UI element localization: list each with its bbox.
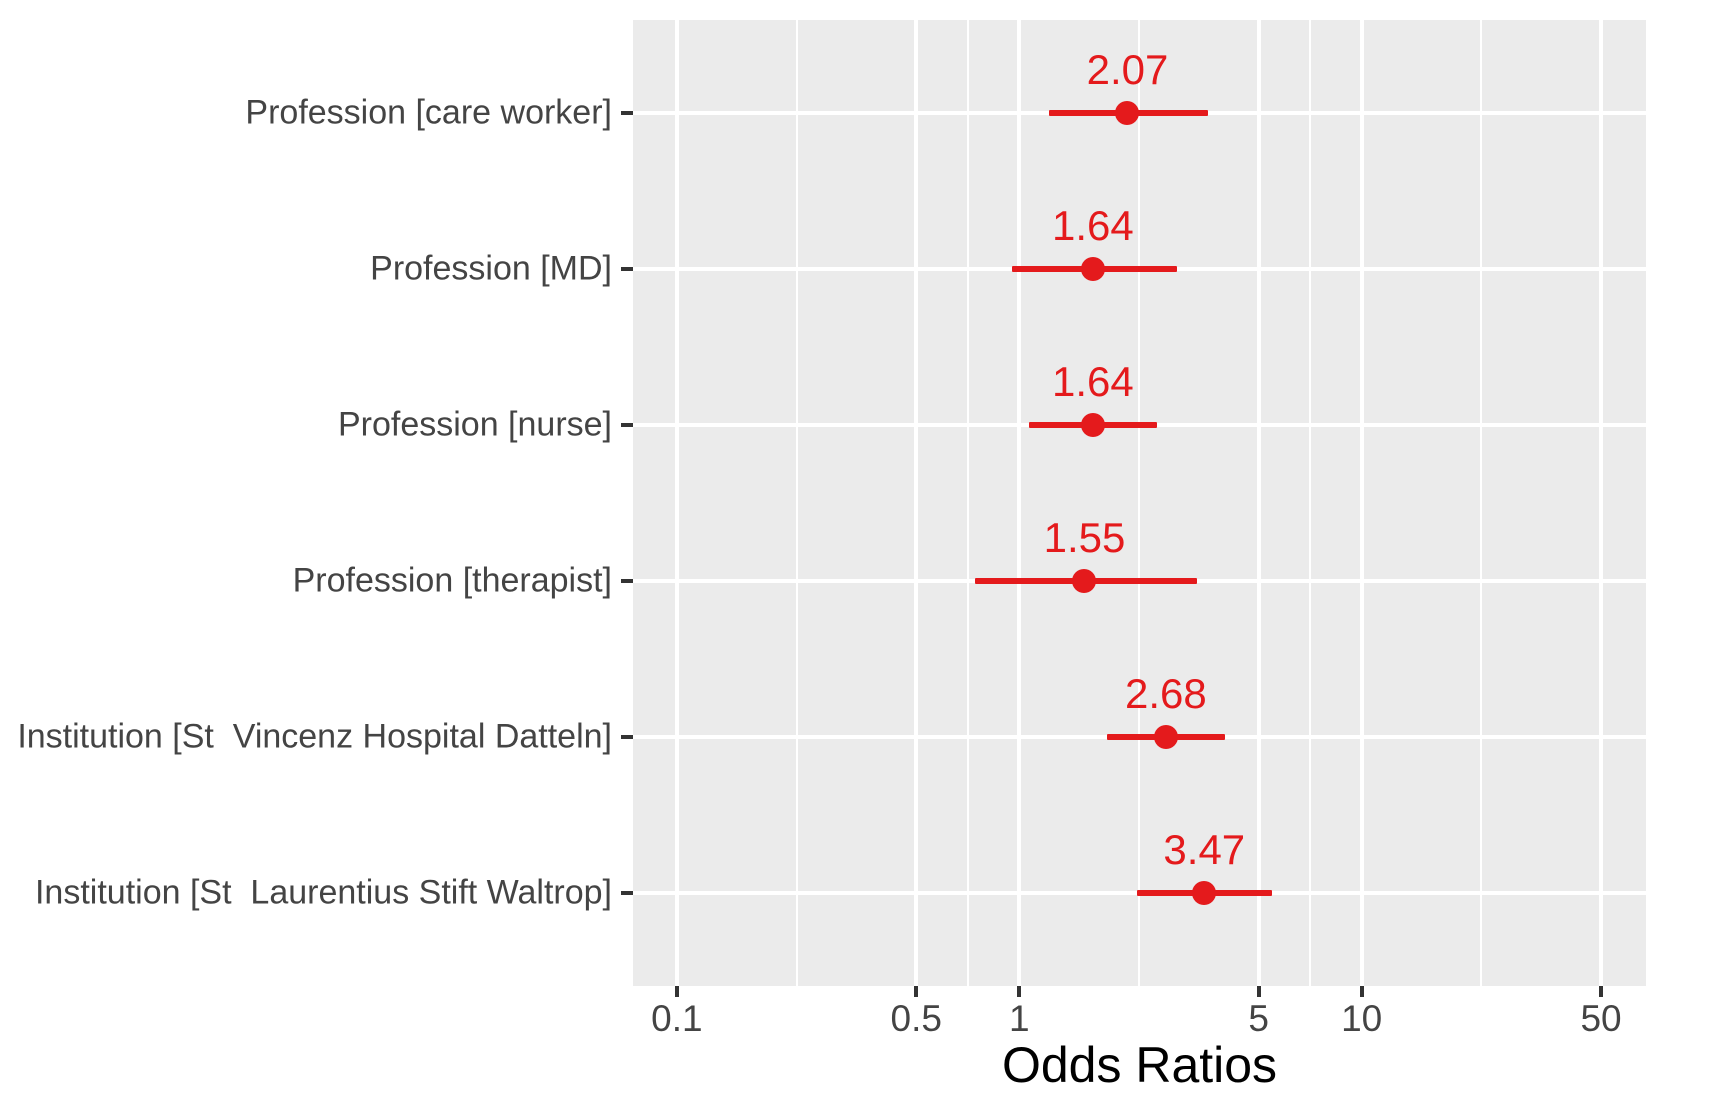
y-axis-category-label: Institution [St Laurentius Stift Waltrop…	[34, 872, 612, 911]
major-gridline-vertical	[1599, 20, 1604, 986]
x-axis-tick-label: 5	[1248, 998, 1269, 1039]
odds-ratio-point	[1115, 101, 1140, 126]
x-axis-tick-label: 10	[1341, 998, 1383, 1039]
y-axis-category-label: Profession [therapist]	[292, 561, 612, 600]
x-axis-title: Odds Ratios	[1001, 1037, 1278, 1093]
x-axis-tick-label: 0.1	[651, 998, 703, 1039]
x-axis-tick-mark	[1359, 986, 1364, 997]
y-axis-category-label: Profession [care worker]	[245, 93, 612, 132]
odds-ratio-value-label: 2.07	[1086, 46, 1169, 94]
major-gridline-vertical	[1359, 20, 1364, 986]
x-axis-tick-mark	[914, 986, 919, 997]
minor-gridline-vertical	[966, 20, 969, 986]
odds-ratio-value-label: 3.47	[1163, 825, 1246, 873]
x-axis-tick-mark	[1256, 986, 1261, 997]
minor-gridline-vertical	[795, 20, 798, 986]
odds-ratio-value-label: 2.68	[1125, 669, 1207, 717]
minor-gridline-vertical	[1137, 20, 1140, 986]
x-axis-tick-label: 1	[1009, 998, 1030, 1039]
odds-ratio-point	[1192, 880, 1217, 905]
odds-ratio-point	[1080, 413, 1105, 438]
y-axis-tick-mark	[621, 734, 633, 739]
odds-ratio-value-label: 1.55	[1043, 513, 1126, 561]
major-gridline-vertical	[1256, 20, 1261, 986]
odds-ratio-value-label: 1.64	[1051, 358, 1134, 406]
y-axis-category-label: Profession [MD]	[370, 249, 612, 288]
y-axis-tick-mark	[621, 111, 633, 116]
minor-gridline-vertical	[1480, 20, 1483, 986]
odds-ratio-value-label: 1.64	[1051, 202, 1134, 250]
odds-ratio-point	[1153, 724, 1178, 749]
y-axis-category-label: Profession [nurse]	[337, 405, 612, 444]
y-axis-category-label: Institution [St Vincenz Hospital Datteln…	[17, 717, 612, 756]
y-axis-tick-mark	[621, 267, 633, 272]
y-axis-tick-mark	[621, 890, 633, 895]
minor-gridline-vertical	[1309, 20, 1312, 986]
major-gridline-vertical	[674, 20, 679, 986]
odds-ratio-point	[1080, 257, 1105, 282]
x-axis-tick-label: 50	[1580, 998, 1622, 1039]
y-axis-tick-mark	[621, 578, 633, 583]
major-gridline-vertical	[914, 20, 919, 986]
major-gridline-vertical	[1017, 20, 1022, 986]
odds-ratio-point	[1072, 568, 1097, 593]
x-axis-tick-label: 0.5	[890, 998, 942, 1039]
x-axis-tick-mark	[674, 986, 679, 997]
x-axis-tick-mark	[1599, 986, 1604, 997]
y-axis-tick-mark	[621, 423, 633, 428]
x-axis-tick-mark	[1017, 986, 1022, 997]
